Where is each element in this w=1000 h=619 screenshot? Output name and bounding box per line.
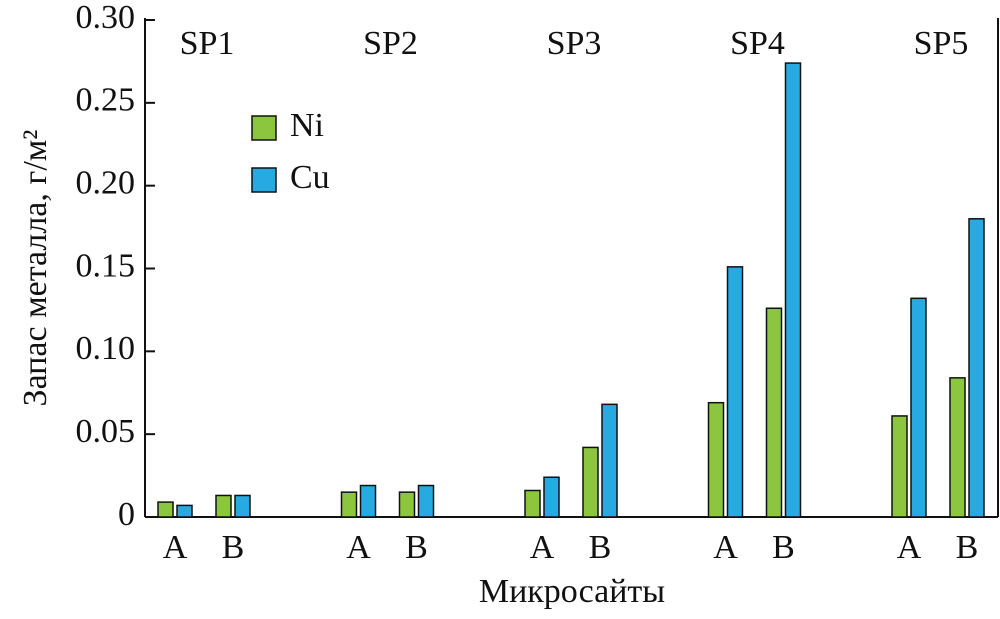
bar	[891, 415, 908, 518]
y-tick-label: 0.30	[76, 0, 136, 36]
x-tick-label: A	[346, 529, 371, 566]
bar	[968, 218, 985, 518]
y-tick-label: 0.25	[76, 82, 136, 119]
bar	[601, 403, 618, 518]
bar	[359, 484, 377, 518]
y-tick-label: 0	[118, 496, 135, 533]
bar	[784, 62, 802, 518]
bar	[949, 377, 966, 518]
group-label: SP2	[363, 25, 418, 62]
bar	[176, 504, 193, 518]
group-label: SP3	[547, 25, 602, 62]
x-tick-label: B	[405, 529, 428, 566]
y-axis-label: Запас металла, г/м²	[17, 130, 54, 407]
bar	[417, 484, 435, 518]
x-tick-label: A	[897, 529, 922, 566]
bar	[726, 266, 744, 518]
bar	[215, 494, 232, 518]
bar	[707, 401, 725, 518]
legend-label: Ni	[290, 107, 324, 144]
x-tick-label: B	[956, 529, 979, 566]
x-tick-label: B	[772, 529, 795, 566]
bar	[340, 491, 358, 518]
bar	[157, 501, 174, 518]
bar	[910, 297, 927, 518]
bar	[398, 491, 416, 518]
bar	[524, 489, 541, 518]
x-tick-label: B	[589, 529, 612, 566]
group-label: SP4	[730, 25, 785, 62]
y-tick-label: 0.10	[76, 330, 136, 367]
y-tick-label: 0.05	[76, 413, 136, 450]
x-tick-label: A	[713, 529, 738, 566]
x-axis-label: Микросайты	[479, 573, 665, 610]
group-label: SP1	[180, 25, 235, 62]
legend-label: Cu	[290, 159, 330, 196]
bar	[543, 476, 560, 518]
bar	[582, 446, 599, 518]
x-tick-label: A	[163, 529, 188, 566]
group-label: SP5	[914, 25, 969, 62]
x-tick-label: A	[530, 529, 555, 566]
legend-swatch	[251, 115, 277, 141]
y-tick-label: 0.20	[76, 164, 136, 201]
y-tick-label: 0.15	[76, 247, 136, 284]
bar	[765, 307, 783, 518]
legend-swatch	[251, 167, 277, 193]
bar	[234, 494, 251, 518]
x-tick-label: B	[222, 529, 245, 566]
